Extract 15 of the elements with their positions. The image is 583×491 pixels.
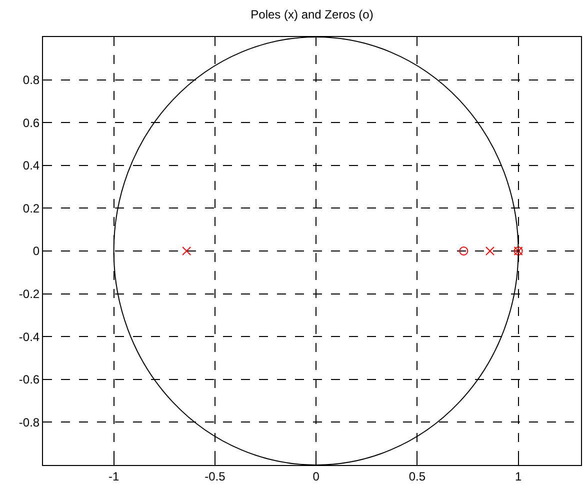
x-tick-label: 0.5 — [408, 469, 426, 484]
x-tick-label: 0 — [312, 469, 320, 484]
x-tick-label: 1 — [514, 469, 522, 484]
y-tick-label: 0.4 — [22, 158, 40, 173]
y-tick-label: -0.4 — [18, 330, 40, 344]
y-tick-label: 0.8 — [22, 73, 40, 87]
y-tick-label: -0.8 — [18, 415, 40, 430]
y-tick-label: -0.2 — [18, 287, 40, 301]
x-tick-label: -0.5 — [204, 469, 226, 484]
chart-title: Poles (x) and Zeros (o) — [250, 7, 374, 22]
y-tick-label: -0.6 — [18, 372, 40, 387]
x-tick-label: -1 — [108, 469, 120, 484]
y-tick-label: 0 — [32, 244, 40, 258]
y-tick-label: 0.6 — [22, 116, 40, 130]
y-tick-label: 0.2 — [22, 201, 40, 216]
